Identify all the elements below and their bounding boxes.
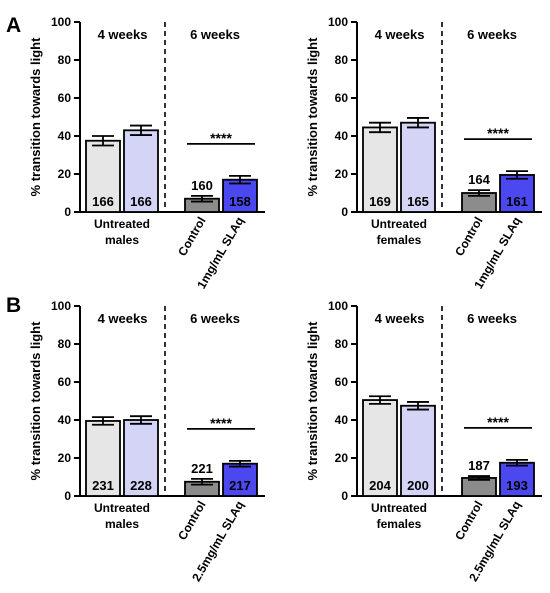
y-tick-label: 0 xyxy=(64,205,71,219)
bar xyxy=(222,178,258,213)
y-tick-label: 100 xyxy=(51,299,71,313)
group-title: 6 weeks xyxy=(467,27,517,42)
bar-count-label: 217 xyxy=(229,478,251,493)
y-tick-label: 40 xyxy=(58,413,72,427)
bar xyxy=(499,461,535,497)
chart-4: 0 20 40 60 80 100 % transition towards light 4 … xyxy=(305,299,542,584)
y-axis-title: % transition towards light xyxy=(305,321,320,481)
bar-count-label: 231 xyxy=(92,478,114,493)
bar-count-label: 200 xyxy=(407,478,429,493)
y-axis-title: % transition towards light xyxy=(28,321,43,481)
y-tick-label: 0 xyxy=(341,205,348,219)
category-label: Untreated xyxy=(94,217,150,231)
bar-count-label: 204 xyxy=(369,478,391,493)
bar-count-label: 166 xyxy=(92,194,114,209)
bar-count-label: 165 xyxy=(407,194,429,209)
bar xyxy=(123,129,159,213)
y-tick-label: 60 xyxy=(335,375,349,389)
category-label: Untreated xyxy=(94,501,150,515)
y-axis-title: % transition towards light xyxy=(305,37,320,197)
y-tick-label: 80 xyxy=(335,53,349,67)
y-tick-label: 100 xyxy=(328,15,348,29)
bar-count-label: 158 xyxy=(229,194,251,209)
bar xyxy=(123,419,159,497)
category-label: females xyxy=(377,517,422,531)
category-label: females xyxy=(377,233,422,247)
group-title: 4 weeks xyxy=(98,27,148,42)
category-label-rotated: Control xyxy=(452,215,485,259)
bar-count-label: 169 xyxy=(369,194,391,209)
y-tick-label: 40 xyxy=(335,129,349,143)
significance-label: **** xyxy=(487,414,509,430)
y-tick-label: 100 xyxy=(328,299,348,313)
category-label-rotated: Control xyxy=(175,499,208,543)
bar xyxy=(85,420,121,497)
y-tick-label: 80 xyxy=(58,53,72,67)
chart-1: 0 20 40 60 80 100 % transition towards light 4 … xyxy=(28,15,265,291)
y-tick-label: 80 xyxy=(58,337,72,351)
group-title: 6 weeks xyxy=(190,311,240,326)
significance-label: **** xyxy=(210,130,232,146)
bar-count-label: 161 xyxy=(506,194,528,209)
group-title: 4 weeks xyxy=(375,311,425,326)
bar xyxy=(400,121,436,213)
y-tick-label: 100 xyxy=(51,15,71,29)
category-label: Untreated xyxy=(371,217,427,231)
y-tick-label: 20 xyxy=(58,167,72,181)
y-tick-label: 0 xyxy=(341,489,348,503)
bar-count-label: 160 xyxy=(191,178,213,193)
bar-count-label: 221 xyxy=(191,461,213,476)
category-label-rotated: Control xyxy=(175,215,208,259)
y-tick-label: 40 xyxy=(58,129,72,143)
bar-count-label: 187 xyxy=(468,458,490,473)
bar-count-label: 228 xyxy=(130,478,152,493)
chart-3: 0 20 40 60 80 100 % transition towards light 4 … xyxy=(28,299,265,584)
group-title: 6 weeks xyxy=(190,27,240,42)
bar xyxy=(362,399,398,497)
category-label: Untreated xyxy=(371,501,427,515)
panel-letter-b: B xyxy=(6,294,21,317)
bar xyxy=(499,174,535,213)
category-label: males xyxy=(105,517,139,531)
category-label: males xyxy=(105,233,139,247)
group-title: 6 weeks xyxy=(467,311,517,326)
y-axis-title: % transition towards light xyxy=(28,37,43,197)
y-tick-label: 40 xyxy=(335,413,349,427)
bar-count-label: 166 xyxy=(130,194,152,209)
y-tick-label: 20 xyxy=(335,167,349,181)
y-tick-label: 20 xyxy=(58,451,72,465)
y-tick-label: 20 xyxy=(335,451,349,465)
category-label-rotated: Control xyxy=(452,499,485,543)
bar-count-label: 164 xyxy=(468,172,490,187)
y-tick-label: 60 xyxy=(58,91,72,105)
y-tick-label: 80 xyxy=(335,337,349,351)
y-tick-label: 60 xyxy=(58,375,72,389)
y-tick-label: 60 xyxy=(335,91,349,105)
group-title: 4 weeks xyxy=(98,311,148,326)
group-title: 4 weeks xyxy=(375,27,425,42)
bar xyxy=(362,126,398,213)
significance-label: **** xyxy=(487,125,509,141)
panel-letter-a: A xyxy=(6,14,21,37)
y-tick-label: 0 xyxy=(64,489,71,503)
bar-count-label: 193 xyxy=(506,478,528,493)
chart-2: 0 20 40 60 80 100 % transition towards light 4 … xyxy=(305,15,542,291)
significance-label: **** xyxy=(210,415,232,431)
